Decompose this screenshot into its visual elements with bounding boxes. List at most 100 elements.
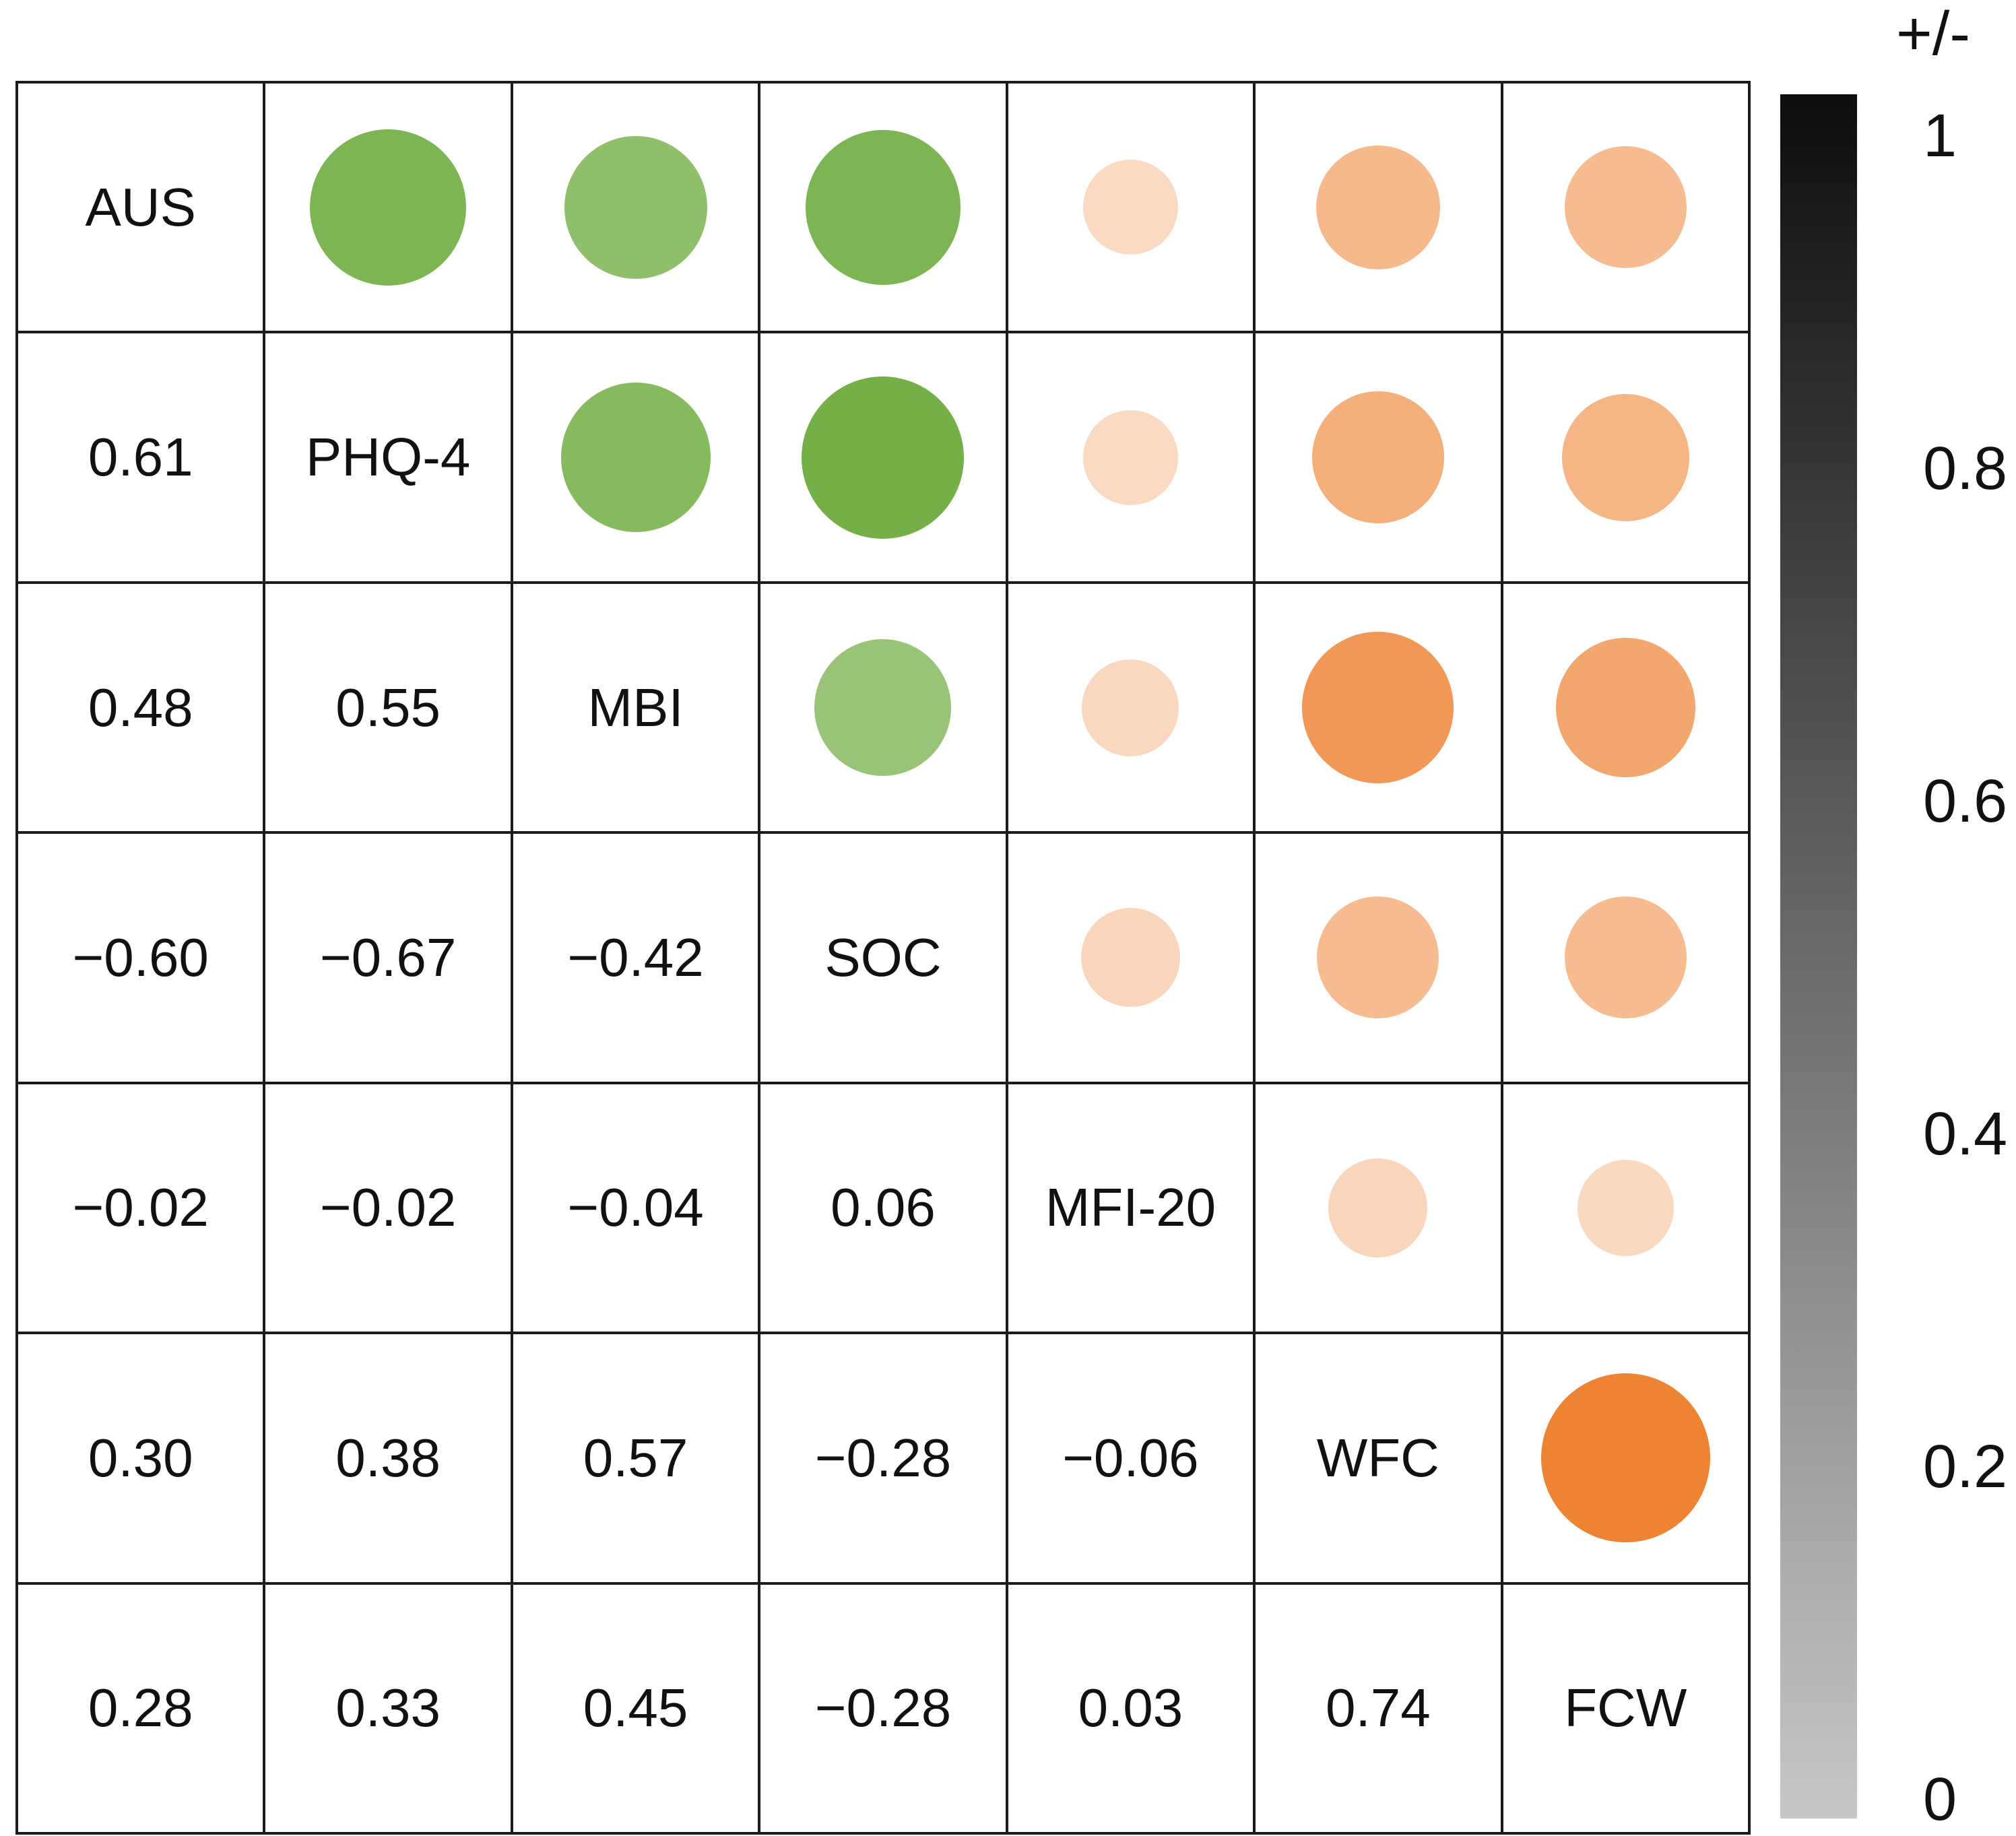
matrix-cell: 0.03 (1006, 1583, 1255, 1833)
correlation-value: 0.45 (583, 1678, 688, 1738)
matrix-cell: 0.28 (17, 1583, 265, 1833)
matrix-cell (1501, 332, 1749, 583)
matrix-cell (1501, 1333, 1749, 1583)
matrix-cell: 0.45 (511, 1583, 760, 1833)
matrix-cell: 0.57 (511, 1333, 760, 1583)
variable-label: FCW (1564, 1678, 1687, 1738)
correlation-circle (564, 135, 707, 279)
matrix-cell: 0.33 (264, 1583, 512, 1833)
correlation-value: −0.67 (319, 927, 457, 987)
matrix-cell (511, 332, 760, 583)
matrix-cell: PHQ-4 (264, 332, 512, 583)
correlation-circle (1311, 391, 1444, 524)
correlation-matrix: AUS 0.61 PHQ-4 0.48 0.55 MBI −0.60 −0.67 −0.42 SO… (15, 81, 1751, 1835)
matrix-cell: 0.38 (264, 1333, 512, 1583)
legend-tick-label: 0.8 (1923, 435, 2008, 502)
matrix-cell (1254, 582, 1502, 833)
matrix-cell (1501, 832, 1749, 1083)
correlation-value: 0.30 (88, 1427, 193, 1488)
matrix-cell (1006, 82, 1255, 333)
matrix-cell: MFI-20 (1006, 1082, 1255, 1334)
matrix-cell: −0.04 (511, 1082, 760, 1334)
correlation-value: 0.57 (583, 1427, 688, 1488)
matrix-cell: FCW (1501, 1583, 1749, 1833)
matrix-cell: 0.30 (17, 1333, 265, 1583)
matrix-cell (511, 82, 760, 333)
correlation-circle (802, 376, 965, 539)
variable-label: SOC (824, 927, 942, 987)
matrix-cell (759, 82, 1007, 333)
matrix-cell (1254, 332, 1502, 583)
legend-tick-label: 0.6 (1923, 768, 2008, 835)
matrix-cell (1254, 1082, 1502, 1334)
correlation-circle (1540, 1373, 1710, 1543)
correlation-circle (1082, 409, 1178, 505)
correlation-circle (1082, 160, 1178, 255)
variable-label: AUS (85, 176, 196, 237)
matrix-cell (1006, 332, 1255, 583)
correlation-value: −0.42 (567, 927, 704, 987)
correlation-value: −0.28 (814, 1427, 952, 1488)
correlation-circle (1315, 145, 1440, 269)
matrix-cell: SOC (759, 832, 1007, 1083)
matrix-cell: 0.61 (17, 332, 265, 583)
correlation-value: 0.03 (1078, 1678, 1183, 1738)
correlation-circle (1564, 146, 1687, 269)
correlation-circle (1082, 659, 1179, 756)
matrix-cell: −0.02 (17, 1082, 265, 1334)
correlation-circle (805, 129, 961, 285)
correlation-circle (1302, 632, 1454, 784)
correlation-circle (1328, 1158, 1428, 1257)
correlation-circle (1080, 908, 1180, 1008)
correlation-circle (1561, 393, 1689, 521)
legend-tick-label: 0.2 (1923, 1433, 2008, 1501)
correlation-value: 0.38 (335, 1427, 441, 1488)
matrix-cell (1501, 82, 1749, 333)
correlation-circle (310, 129, 467, 286)
matrix-cell: −0.67 (264, 832, 512, 1083)
correlation-value: 0.55 (335, 677, 441, 737)
correlation-value: −0.02 (72, 1177, 209, 1238)
legend-tick-label: 1 (1923, 102, 1957, 170)
correlation-value: −0.06 (1062, 1427, 1199, 1488)
correlation-circle (1577, 1159, 1674, 1256)
correlation-value: 0.74 (1326, 1678, 1431, 1738)
correlation-value: −0.04 (567, 1177, 704, 1238)
matrix-cell: 0.48 (17, 582, 265, 833)
correlation-circle (560, 383, 711, 533)
matrix-cell (1006, 832, 1255, 1083)
correlation-value: −0.60 (72, 927, 209, 987)
correlation-value: −0.02 (319, 1177, 457, 1238)
matrix-cell (759, 582, 1007, 833)
matrix-cell: −0.42 (511, 832, 760, 1083)
matrix-cell: WFC (1254, 1333, 1502, 1583)
correlation-value: 0.33 (335, 1678, 441, 1738)
matrix-cell (1254, 832, 1502, 1083)
correlation-value: 0.48 (88, 677, 193, 737)
variable-label: MFI-20 (1045, 1177, 1216, 1238)
variable-label: WFC (1316, 1427, 1439, 1488)
legend-gradient-bar (1780, 94, 1857, 1818)
matrix-cell: 0.74 (1254, 1583, 1502, 1833)
matrix-cell: −0.02 (264, 1082, 512, 1334)
correlation-circle (814, 639, 952, 777)
matrix-cell (264, 82, 512, 333)
matrix-cell (1006, 582, 1255, 833)
matrix-cell: AUS (17, 82, 265, 333)
correlation-value: 0.28 (88, 1678, 193, 1738)
correlation-circle (1564, 896, 1687, 1019)
correlation-circle (1317, 896, 1439, 1019)
correlation-value: 0.06 (831, 1177, 936, 1238)
matrix-cell (759, 332, 1007, 583)
legend-title: +/- (1896, 0, 1970, 68)
matrix-cell: −0.60 (17, 832, 265, 1083)
legend-tick-label: 0 (1923, 1766, 1957, 1833)
correlation-value: −0.28 (814, 1678, 952, 1738)
variable-label: PHQ-4 (305, 427, 471, 488)
matrix-cell (1501, 582, 1749, 833)
matrix-cell: 0.55 (264, 582, 512, 833)
correlation-value: 0.61 (88, 427, 193, 488)
matrix-cell (1254, 82, 1502, 333)
matrix-cell: MBI (511, 582, 760, 833)
